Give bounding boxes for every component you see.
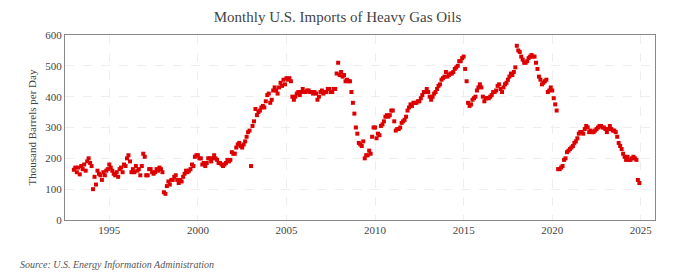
svg-text:500: 500 (45, 60, 62, 72)
svg-text:Source: U.S. Energy Informatio: Source: U.S. Energy Information Administ… (20, 259, 214, 270)
svg-text:2005: 2005 (275, 224, 298, 236)
svg-text:100: 100 (45, 183, 62, 195)
svg-text:200: 200 (45, 152, 62, 164)
svg-text:300: 300 (45, 121, 62, 133)
svg-text:2010: 2010 (364, 224, 387, 236)
svg-text:2000: 2000 (187, 224, 210, 236)
svg-text:Thousand Barrels per Day: Thousand Barrels per Day (26, 69, 38, 185)
svg-text:0: 0 (56, 214, 62, 226)
svg-text:2015: 2015 (453, 224, 476, 236)
svg-text:Monthly U.S. Imports of Heavy: Monthly U.S. Imports of Heavy Gas Oils (214, 9, 462, 25)
svg-text:400: 400 (45, 91, 62, 103)
svg-text:2025: 2025 (630, 224, 653, 236)
svg-text:600: 600 (45, 29, 62, 41)
svg-text:1995: 1995 (98, 224, 121, 236)
svg-text:2020: 2020 (541, 224, 564, 236)
